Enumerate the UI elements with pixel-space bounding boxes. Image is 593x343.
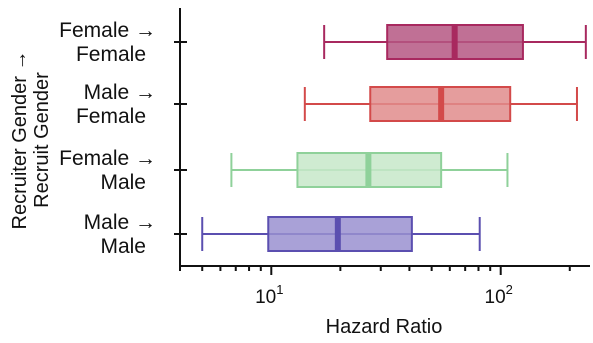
category-label-line-2: Male xyxy=(100,235,146,258)
box-1 xyxy=(323,24,587,60)
category-label-line-2: Female xyxy=(76,105,146,128)
y-axis-label-line-1: Recruiter Gender → xyxy=(9,51,31,230)
x-tick-label: 102 xyxy=(485,282,513,308)
category-label-line-2: Female xyxy=(76,43,146,66)
box-3 xyxy=(230,152,509,188)
x-axis-ticks: 101 102 xyxy=(179,266,571,308)
category-label-line-1: Male → xyxy=(84,211,156,234)
box-2 xyxy=(303,86,578,122)
box-4 xyxy=(201,216,481,252)
x-tick-label: 101 xyxy=(255,282,283,308)
category-label-line-1: Female → xyxy=(59,19,156,42)
category-label-line-1: Female → xyxy=(59,147,156,170)
category-label-line-1: Male → xyxy=(84,81,156,104)
y-axis-label-line-2: Recruit Gender xyxy=(31,72,53,208)
plot-area xyxy=(174,24,587,252)
y-axis-label: Recruiter Gender → Recruit Gender xyxy=(9,51,53,230)
x-axis-label: Hazard Ratio xyxy=(326,316,443,338)
category-label-line-2: Male xyxy=(100,171,146,194)
